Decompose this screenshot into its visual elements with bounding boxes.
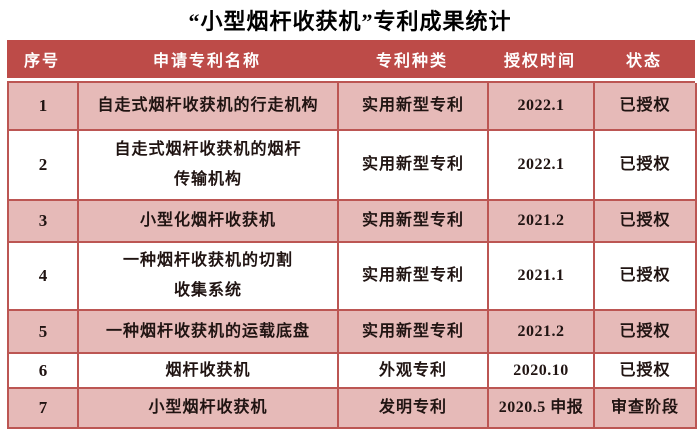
cell-name: 小型化烟杆收获机: [79, 201, 339, 243]
cell-no: 2: [9, 131, 79, 201]
table-header-row: 序号 申请专利名称 专利种类 授权时间 状态: [7, 40, 695, 78]
cell-time: 2020.10: [489, 354, 595, 389]
cell-status: 已授权: [595, 131, 697, 201]
cell-status: 已授权: [595, 201, 697, 243]
cell-name: 小型烟杆收获机: [79, 389, 339, 429]
cell-time: 2021.1: [489, 243, 595, 311]
header-cell-time: 授权时间: [503, 53, 576, 70]
cell-status: 已授权: [595, 243, 697, 311]
cell-type: 实用新型专利: [339, 243, 489, 311]
cell-no: 5: [9, 311, 79, 354]
cell-time: 2022.1: [489, 131, 595, 201]
cell-status: 已授权: [595, 354, 697, 389]
header-cell-name: 申请专利名称: [152, 53, 261, 70]
cell-type: 实用新型专利: [339, 311, 489, 354]
cell-time: 2021.2: [489, 311, 595, 354]
patent-stats-table: 序号 申请专利名称 专利种类 授权时间 状态 1 自走式烟杆收获机的行走机构 实…: [7, 40, 697, 429]
cell-type: 实用新型专利: [339, 83, 489, 131]
cell-status: 已授权: [595, 311, 697, 354]
header-cell-status: 状态: [625, 53, 662, 70]
cell-time: 2021.2: [489, 201, 595, 243]
cell-no: 4: [9, 243, 79, 311]
cell-status: 审查阶段: [595, 389, 697, 429]
cell-no: 1: [9, 83, 79, 131]
cell-name: 一种烟杆收获机的切割 收集系统: [79, 243, 339, 311]
cell-time: 2020.5 申报: [489, 389, 595, 429]
header-cell-type: 专利种类: [375, 53, 448, 70]
cell-time: 2022.1: [489, 83, 595, 131]
cell-name: 自走式烟杆收获机的烟杆 传输机构: [79, 131, 339, 201]
cell-type: 外观专利: [339, 354, 489, 389]
cell-status: 已授权: [595, 83, 697, 131]
table-body: 1 自走式烟杆收获机的行走机构 实用新型专利 2022.1 已授权 2 自走式烟…: [7, 81, 697, 429]
cell-type: 发明专利: [339, 389, 489, 429]
cell-no: 7: [9, 389, 79, 429]
cell-name: 烟杆收获机: [79, 354, 339, 389]
cell-name: 自走式烟杆收获机的行走机构: [79, 83, 339, 131]
cell-no: 3: [9, 201, 79, 243]
cell-no: 6: [9, 354, 79, 389]
cell-type: 实用新型专利: [339, 201, 489, 243]
cell-type: 实用新型专利: [339, 131, 489, 201]
cell-name: 一种烟杆收获机的运载底盘: [79, 311, 339, 354]
page-title: “小型烟杆收获机”专利成果统计: [188, 9, 512, 34]
header-cell-no: 序号: [23, 53, 60, 70]
